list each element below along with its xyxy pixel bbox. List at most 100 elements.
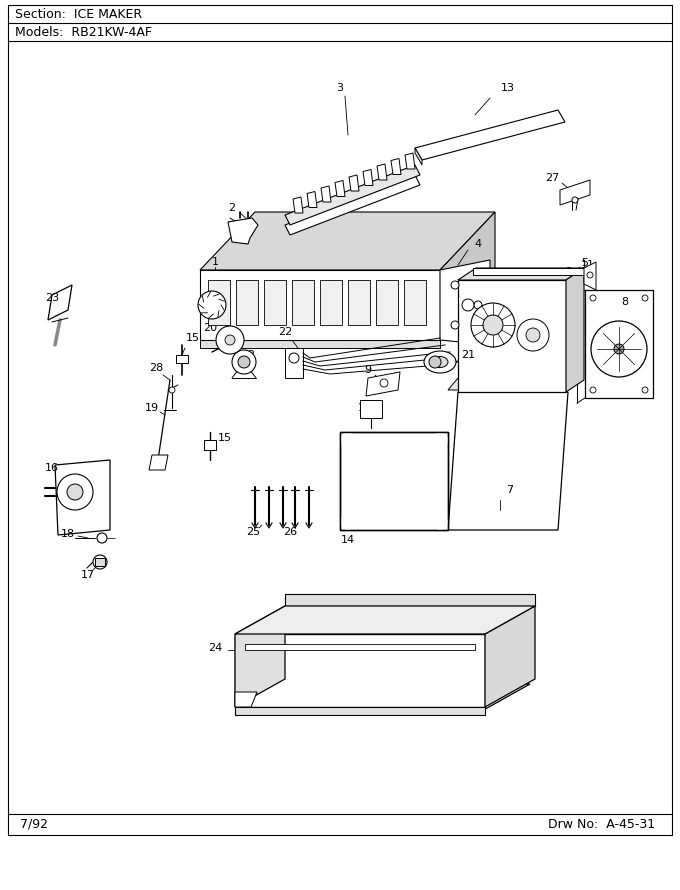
Polygon shape	[200, 270, 440, 340]
Bar	[458, 280, 566, 392]
Text: 14: 14	[341, 535, 355, 545]
Circle shape	[198, 291, 226, 319]
Circle shape	[590, 387, 596, 393]
Bar	[208, 280, 230, 325]
Bar	[585, 290, 653, 398]
Circle shape	[483, 315, 503, 335]
Polygon shape	[149, 455, 168, 470]
Text: 15: 15	[218, 433, 232, 443]
Bar	[348, 280, 370, 325]
Polygon shape	[473, 268, 584, 275]
Polygon shape	[440, 260, 490, 345]
Ellipse shape	[432, 357, 448, 368]
Text: 28: 28	[149, 363, 163, 373]
Polygon shape	[245, 644, 475, 650]
Text: 11: 11	[581, 260, 595, 270]
Polygon shape	[228, 218, 258, 244]
Text: 1: 1	[211, 257, 218, 267]
Bar	[320, 280, 342, 325]
Circle shape	[340, 432, 356, 448]
Circle shape	[642, 295, 648, 301]
Polygon shape	[366, 372, 400, 396]
Polygon shape	[235, 692, 257, 707]
Circle shape	[591, 321, 647, 377]
Polygon shape	[391, 158, 401, 174]
Bar	[340, 432, 448, 530]
Polygon shape	[448, 378, 578, 390]
Text: 15: 15	[186, 333, 200, 343]
Circle shape	[587, 272, 593, 278]
Text: 20: 20	[203, 323, 217, 333]
Text: 13: 13	[501, 83, 515, 93]
Circle shape	[590, 295, 596, 301]
Circle shape	[614, 344, 624, 354]
Circle shape	[642, 387, 648, 393]
Circle shape	[451, 281, 459, 289]
Polygon shape	[458, 268, 584, 280]
Text: 6: 6	[564, 267, 571, 277]
Text: 4: 4	[475, 239, 481, 249]
Text: 22: 22	[278, 327, 292, 337]
Circle shape	[238, 356, 250, 368]
Polygon shape	[440, 212, 495, 340]
Circle shape	[474, 301, 482, 309]
Polygon shape	[235, 634, 485, 707]
Polygon shape	[363, 169, 373, 185]
Bar	[285, 348, 303, 378]
Text: 17: 17	[81, 570, 95, 580]
Circle shape	[57, 474, 93, 510]
Bar	[376, 280, 398, 325]
Text: 24: 24	[208, 643, 222, 653]
Circle shape	[471, 303, 515, 347]
Text: 10: 10	[358, 403, 372, 413]
Bar	[95, 558, 105, 566]
Text: Drw No:  A-45-31: Drw No: A-45-31	[548, 818, 655, 830]
Text: 5: 5	[581, 258, 588, 268]
Polygon shape	[285, 165, 420, 225]
Circle shape	[380, 379, 388, 387]
Text: 12: 12	[242, 350, 256, 360]
Polygon shape	[200, 340, 440, 348]
Text: 27: 27	[545, 173, 559, 183]
Bar	[292, 280, 314, 325]
Polygon shape	[285, 594, 535, 606]
Bar	[176, 355, 188, 363]
Text: 23: 23	[45, 293, 59, 303]
Circle shape	[340, 514, 356, 530]
Polygon shape	[448, 392, 568, 530]
Circle shape	[526, 328, 540, 342]
Text: 7: 7	[507, 485, 513, 495]
Circle shape	[432, 432, 448, 448]
Circle shape	[216, 326, 244, 354]
Bar	[404, 280, 426, 325]
Circle shape	[232, 350, 256, 374]
Text: 26: 26	[283, 527, 297, 537]
Polygon shape	[584, 262, 596, 290]
Circle shape	[169, 387, 175, 393]
Text: 3: 3	[337, 83, 343, 93]
Polygon shape	[307, 191, 317, 207]
Text: 21: 21	[461, 350, 475, 360]
Text: 19: 19	[145, 403, 159, 413]
Polygon shape	[293, 197, 303, 213]
Polygon shape	[235, 707, 485, 715]
Circle shape	[429, 356, 441, 368]
Polygon shape	[349, 175, 359, 191]
Circle shape	[225, 335, 235, 345]
Text: 9: 9	[364, 365, 371, 375]
Circle shape	[289, 353, 299, 363]
Circle shape	[451, 321, 459, 329]
Polygon shape	[48, 285, 72, 320]
Circle shape	[93, 555, 107, 569]
Ellipse shape	[424, 351, 456, 373]
Polygon shape	[415, 148, 422, 165]
Text: 18: 18	[61, 529, 75, 539]
Bar	[340, 432, 448, 530]
Text: Section:  ICE MAKER: Section: ICE MAKER	[15, 7, 142, 20]
Bar	[236, 280, 258, 325]
Circle shape	[97, 533, 107, 543]
Polygon shape	[485, 606, 535, 707]
Text: 16: 16	[45, 463, 59, 473]
Text: 2: 2	[228, 203, 235, 213]
Polygon shape	[55, 460, 110, 535]
